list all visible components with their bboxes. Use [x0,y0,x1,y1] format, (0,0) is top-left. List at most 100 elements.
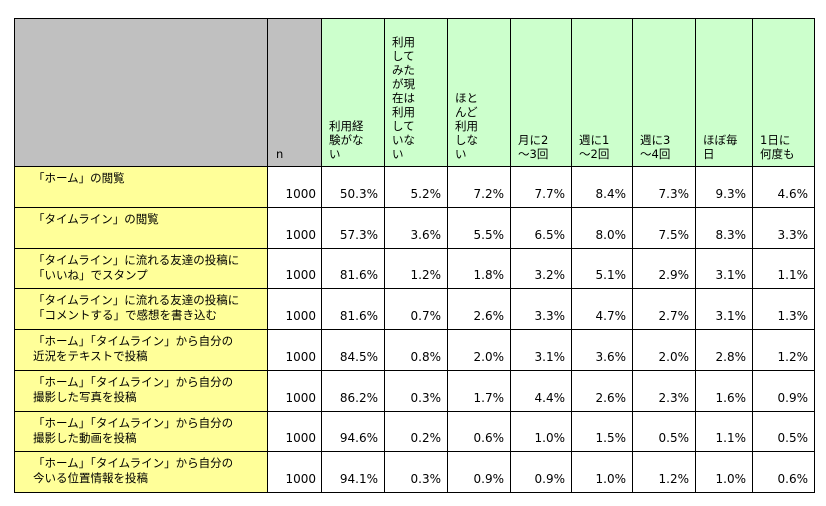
value-cell: 0.2% [384,410,448,453]
value-cell: 5.2% [384,166,448,208]
table-row: 「ホーム」「タイムライン」から自分の 今いる位置情報を投稿 1000 94.1% 0.… [14,451,815,493]
survey-table: n 利用経 験がな い 利用 して みた が現 在は 利用 して いな い ほと… [14,18,815,493]
value-cell: 9.3% [695,166,753,208]
value-cell: 0.3% [384,451,448,493]
value-cell: 0.9% [447,451,511,493]
value-cell: 5.5% [447,206,511,249]
value-cell: 94.1% [321,451,385,493]
value-cell: 1.0% [695,451,753,493]
value-cell: 1.1% [752,247,815,290]
value-cell: 8.4% [571,166,633,208]
column-header: 利用 して みた が現 在は 利用 して いな い [384,18,448,167]
value-cell: 8.0% [571,206,633,249]
value-cell: 84.5% [321,329,385,371]
n-cell: 1000 [267,410,322,453]
row-label: 「ホーム」の閲覧 [14,166,268,208]
value-cell: 2.3% [632,369,696,412]
column-header: ほぼ毎 日 [695,18,753,167]
value-cell: 7.3% [632,166,696,208]
value-cell: 0.5% [752,410,815,453]
value-cell: 1.0% [510,410,572,453]
table-row: 「タイムライン」に流れる友達の投稿に 「コメントする」で感想を書き込む 1000 8… [14,288,815,330]
table-row: 「ホーム」の閲覧 1000 50.3% 5.2% 7.2% 7.7% 8.4% 7.3% 9.3… [14,166,815,208]
row-label: 「ホーム」「タイムライン」から自分の 今いる位置情報を投稿 [14,451,268,493]
header-row: n 利用経 験がな い 利用 して みた が現 在は 利用 して いな い ほと… [14,18,815,167]
value-cell: 7.2% [447,166,511,208]
value-cell: 0.3% [384,369,448,412]
table-row: 「タイムライン」に流れる友達の投稿に 「いいね」でスタンプ 1000 81.6% 1.… [14,247,815,290]
row-label: 「ホーム」「タイムライン」から自分の 撮影した動画を投稿 [14,410,268,453]
value-cell: 3.2% [510,247,572,290]
n-cell: 1000 [267,247,322,290]
value-cell: 4.6% [752,166,815,208]
value-cell: 7.5% [632,206,696,249]
corner-cell [14,18,268,167]
value-cell: 1.6% [695,369,753,412]
value-cell: 3.1% [695,247,753,290]
value-cell: 0.9% [510,451,572,493]
n-cell: 1000 [267,369,322,412]
column-header: 1日に 何度も [752,18,815,167]
row-label: 「ホーム」「タイムライン」から自分の 近況をテキストで投稿 [14,329,268,371]
value-cell: 1.2% [384,247,448,290]
n-cell: 1000 [267,166,322,208]
value-cell: 1.2% [752,329,815,371]
value-cell: 3.3% [752,206,815,249]
column-header: 利用経 験がな い [321,18,385,167]
column-header: ほと んど 利用 しな い [447,18,511,167]
value-cell: 1.5% [571,410,633,453]
value-cell: 1.3% [752,288,815,330]
value-cell: 0.5% [632,410,696,453]
value-cell: 2.8% [695,329,753,371]
value-cell: 2.0% [447,329,511,371]
row-label: 「ホーム」「タイムライン」から自分の 撮影した写真を投稿 [14,369,268,412]
row-label: 「タイムライン」に流れる友達の投稿に 「いいね」でスタンプ [14,247,268,290]
column-header: 週に1 ～2回 [571,18,633,167]
value-cell: 2.9% [632,247,696,290]
value-cell: 81.6% [321,247,385,290]
value-cell: 50.3% [321,166,385,208]
value-cell: 0.8% [384,329,448,371]
column-header: 月に2 ～3回 [510,18,572,167]
n-header: n [267,18,322,167]
row-label: 「タイムライン」の閲覧 [14,206,268,249]
n-cell: 1000 [267,451,322,493]
value-cell: 2.6% [447,288,511,330]
value-cell: 0.9% [752,369,815,412]
value-cell: 81.6% [321,288,385,330]
column-header: 週に3 ～4回 [632,18,696,167]
value-cell: 7.7% [510,166,572,208]
value-cell: 2.7% [632,288,696,330]
value-cell: 86.2% [321,369,385,412]
value-cell: 6.5% [510,206,572,249]
value-cell: 1.0% [571,451,633,493]
value-cell: 0.7% [384,288,448,330]
value-cell: 1.8% [447,247,511,290]
value-cell: 1.7% [447,369,511,412]
value-cell: 3.3% [510,288,572,330]
value-cell: 1.1% [695,410,753,453]
value-cell: 3.6% [571,329,633,371]
value-cell: 3.1% [510,329,572,371]
value-cell: 94.6% [321,410,385,453]
value-cell: 5.1% [571,247,633,290]
table-body: 「ホーム」の閲覧 1000 50.3% 5.2% 7.2% 7.7% 8.4% 7.3% 9.3… [14,166,815,493]
n-cell: 1000 [267,329,322,371]
value-cell: 2.0% [632,329,696,371]
table-row: 「ホーム」「タイムライン」から自分の 近況をテキストで投稿 1000 84.5% 0.… [14,329,815,371]
value-cell: 0.6% [447,410,511,453]
table-row: 「タイムライン」の閲覧 1000 57.3% 3.6% 5.5% 6.5% 8.0% 7.5%… [14,206,815,249]
table-row: 「ホーム」「タイムライン」から自分の 撮影した動画を投稿 1000 94.6% 0.2… [14,410,815,453]
value-cell: 4.4% [510,369,572,412]
row-label: 「タイムライン」に流れる友達の投稿に 「コメントする」で感想を書き込む [14,288,268,330]
value-cell: 8.3% [695,206,753,249]
n-cell: 1000 [267,288,322,330]
value-cell: 4.7% [571,288,633,330]
value-cell: 57.3% [321,206,385,249]
n-cell: 1000 [267,206,322,249]
value-cell: 2.6% [571,369,633,412]
value-cell: 3.6% [384,206,448,249]
value-cell: 3.1% [695,288,753,330]
value-cell: 0.6% [752,451,815,493]
table-row: 「ホーム」「タイムライン」から自分の 撮影した写真を投稿 1000 86.2% 0.3… [14,369,815,412]
